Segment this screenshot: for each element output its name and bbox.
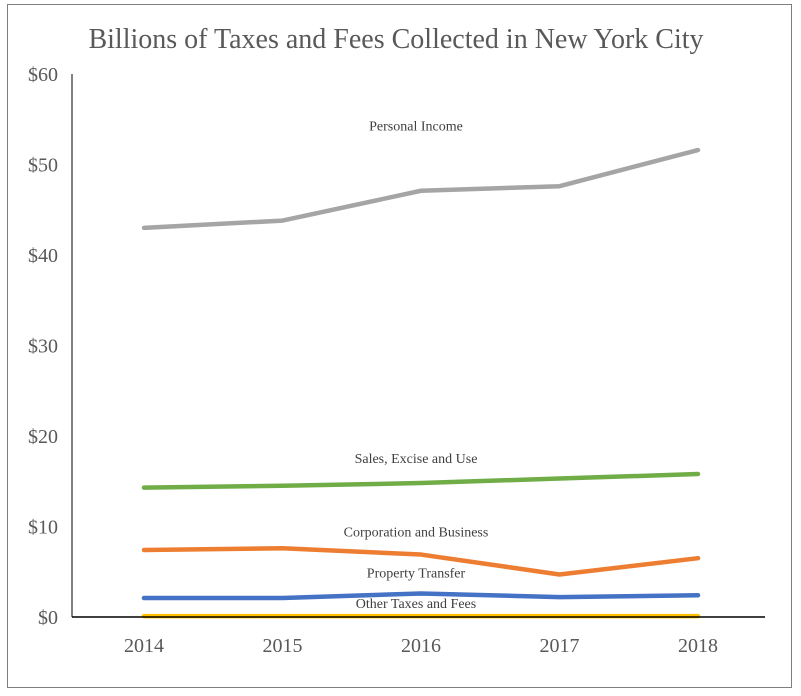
- series-label: Corporation and Business: [344, 526, 489, 541]
- x-tick-label: 2016: [401, 635, 441, 657]
- x-tick-label: 2015: [263, 635, 303, 657]
- series-labels: Personal Income Sales, Excise and Use Corp…: [344, 120, 489, 612]
- series-lines: [141, 147, 701, 619]
- y-tick-label: $40: [28, 245, 58, 267]
- y-tick-label: $0: [38, 607, 58, 629]
- y-axis-ticks: $0 $10 $20 $30 $40 $50 $60: [28, 64, 58, 629]
- series-line-property-transfer: [141, 591, 701, 601]
- series-label: Sales, Excise and Use: [355, 452, 478, 467]
- series-line-sales-excise-and-use: [141, 471, 701, 490]
- y-tick-label: $10: [28, 517, 58, 539]
- x-axis-ticks: 2014 2015 2016 2017 2018: [124, 635, 718, 657]
- series-label: Personal Income: [369, 120, 463, 135]
- chart-frame: [7, 4, 792, 688]
- series-line-personal-income: [141, 147, 701, 231]
- x-tick-label: 2017: [540, 635, 580, 657]
- y-tick-label: $30: [28, 336, 58, 358]
- y-tick-label: $60: [28, 64, 58, 86]
- x-tick-label: 2018: [678, 635, 718, 657]
- y-tick-label: $20: [28, 426, 58, 448]
- series-label: Other Taxes and Fees: [356, 597, 476, 612]
- y-tick-label: $50: [28, 155, 58, 177]
- series-label: Property Transfer: [367, 566, 466, 581]
- series-line-corporation-and-business: [141, 545, 701, 577]
- chart-title: Billions of Taxes and Fees Collected in …: [88, 24, 703, 55]
- x-tick-label: 2014: [124, 635, 164, 657]
